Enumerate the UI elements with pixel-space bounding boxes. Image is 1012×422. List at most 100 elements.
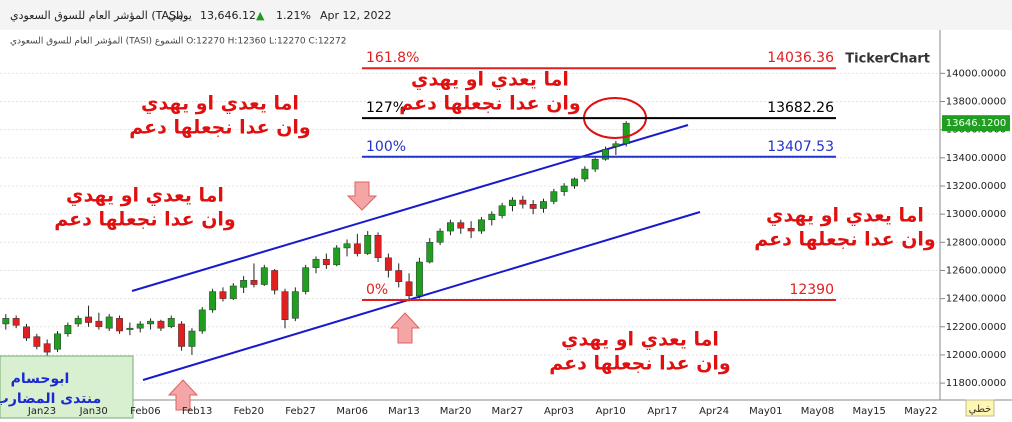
level-name: 161.8% xyxy=(366,50,419,66)
candle-body xyxy=(33,336,41,347)
candle-body xyxy=(540,201,547,209)
candle-body xyxy=(622,122,630,144)
candle-body xyxy=(364,235,372,254)
candle-body xyxy=(302,267,310,292)
watermark-line: منتدى المضارب xyxy=(0,391,101,407)
candle-body xyxy=(240,280,248,288)
x-tick-label: Mar13 xyxy=(388,406,420,417)
annotation: وان عدا نجعلها دعم xyxy=(54,209,235,231)
x-tick-label: Feb20 xyxy=(234,406,264,417)
style-box xyxy=(965,399,995,417)
candle-body xyxy=(529,204,537,209)
x-tick-label: May01 xyxy=(749,406,782,417)
level-value: 14036.36 xyxy=(767,50,834,66)
candle-body xyxy=(509,199,516,206)
y-tick-label: 12400.0000 xyxy=(946,294,1006,305)
candle-body xyxy=(343,243,351,249)
y-tick-label: 14000.0000 xyxy=(946,68,1006,79)
level-value: 13407.53 xyxy=(767,139,834,155)
change: 1.21% xyxy=(276,9,311,22)
annotation: وان عدا نجعلها دعم xyxy=(549,353,730,375)
y-tick-label: 13400.0000 xyxy=(946,153,1006,164)
x-tick-label: Apr03 xyxy=(544,406,574,417)
x-tick-label: Mar20 xyxy=(440,406,472,417)
candle-body xyxy=(157,320,165,329)
y-tick-label: 12800.0000 xyxy=(946,237,1006,248)
y-tick-label: 11800.0000 xyxy=(946,378,1006,389)
x-tick-label: Feb27 xyxy=(285,406,315,417)
title: المؤشر العام للسوق السعودي (TASI) xyxy=(10,9,184,22)
change-arrow: ▲ xyxy=(256,9,265,22)
candle-body xyxy=(384,257,392,271)
brand: TickerChart xyxy=(845,52,930,67)
arrow-up xyxy=(389,312,421,344)
annotation: اما يعدي او يهدي xyxy=(66,185,224,208)
x-tick-label: Apr10 xyxy=(596,406,626,417)
x-tick-label: Jan23 xyxy=(27,406,56,417)
candle-body xyxy=(436,230,444,243)
candle-body xyxy=(198,309,206,332)
chart-style: خطي xyxy=(969,404,992,415)
candle-body xyxy=(591,158,599,170)
candle-body xyxy=(229,285,237,299)
candle-body xyxy=(426,242,434,263)
annotation: وان عدا نجعلها دعم xyxy=(399,93,580,115)
x-tick-label: Apr24 xyxy=(699,406,729,417)
x-tick-label: Feb13 xyxy=(182,406,212,417)
level-name: 0% xyxy=(366,282,388,298)
x-tick-label: May08 xyxy=(801,406,834,417)
candle-body xyxy=(147,320,155,325)
candle-body xyxy=(550,191,558,202)
candle-body xyxy=(374,235,382,259)
x-tick-label: May22 xyxy=(904,406,937,417)
level-value: 12390 xyxy=(789,282,834,298)
candle-body xyxy=(571,178,578,187)
y-tick-label: 13200.0000 xyxy=(946,181,1006,192)
candle-body xyxy=(457,222,465,229)
candle-body xyxy=(271,270,279,291)
candle-body xyxy=(581,168,589,180)
candle-body xyxy=(54,333,61,350)
candle-body xyxy=(23,326,30,339)
candle-body xyxy=(395,270,403,282)
x-tick-label: Jan30 xyxy=(79,406,108,417)
candle-body xyxy=(446,222,454,232)
annotation: وان عدا نجعلها دعم xyxy=(129,117,310,139)
x-tick-label: Mar27 xyxy=(492,406,524,417)
level-value: 13682.26 xyxy=(767,100,834,116)
annotation: اما يعدي او يهدي xyxy=(561,329,719,352)
candle-body xyxy=(312,258,320,268)
candle-body xyxy=(353,243,361,254)
candle-body xyxy=(178,323,186,347)
candle-body xyxy=(498,205,506,216)
arrow-down xyxy=(346,181,378,211)
candle-body xyxy=(188,330,196,347)
candle-body xyxy=(478,219,485,232)
annotation: اما يعدي او يهدي xyxy=(141,93,299,116)
x-tick-label: Feb06 xyxy=(130,406,160,417)
annotation: اما يعدي او يهدي xyxy=(411,69,569,92)
channel-upper xyxy=(131,124,689,292)
candle-body xyxy=(74,318,82,325)
candle-body xyxy=(333,247,341,266)
candle-body xyxy=(95,320,103,328)
candle-body xyxy=(488,213,496,221)
candle-body xyxy=(612,143,620,147)
candle-body xyxy=(167,318,175,328)
watermark-line: ابوحسام xyxy=(11,371,70,387)
candle-body xyxy=(116,318,123,332)
candle-body xyxy=(12,318,20,326)
candle-body xyxy=(64,325,72,335)
y-tick-label: 13000.0000 xyxy=(946,209,1006,220)
candle-body xyxy=(136,323,144,329)
candle-body xyxy=(43,343,51,353)
x-tick-label: Mar06 xyxy=(336,406,368,417)
candle-body xyxy=(105,316,113,329)
candle-body xyxy=(519,199,527,205)
candle-body xyxy=(250,280,258,285)
candle-body xyxy=(322,258,330,266)
last-price-label: 13646.1200 xyxy=(946,118,1006,129)
candle-body xyxy=(415,261,423,297)
period: يومي xyxy=(168,9,192,22)
